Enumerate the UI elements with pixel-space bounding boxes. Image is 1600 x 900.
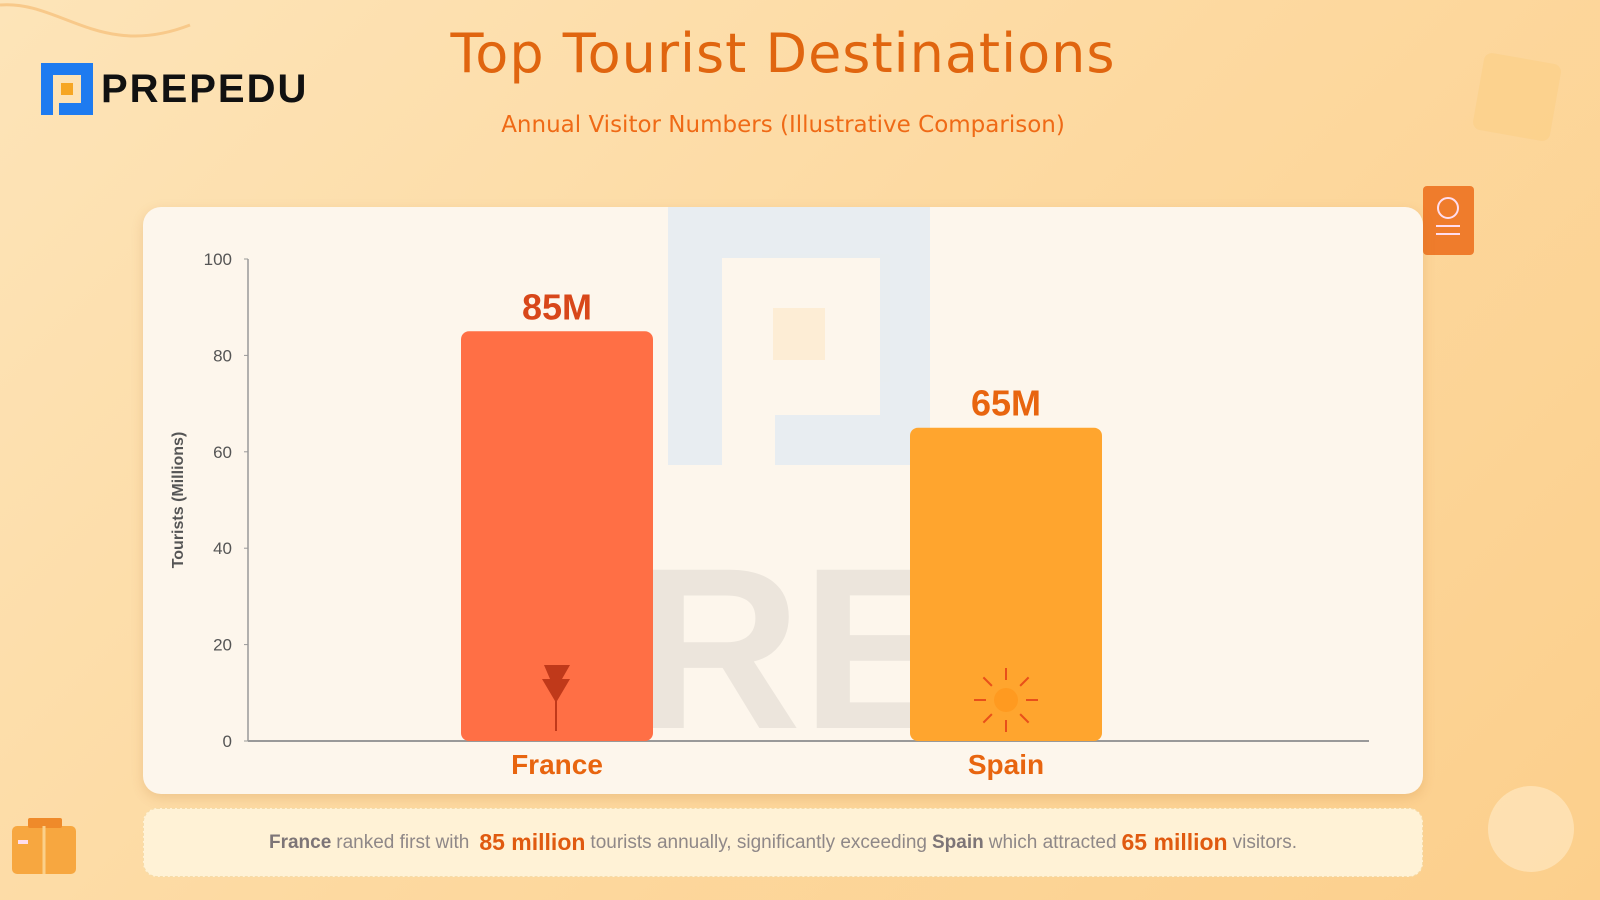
logo-icon [41,63,93,115]
page-title: Top Tourist Destinations [450,22,1116,85]
caption-text: which attracted [988,831,1117,853]
bar-france [461,331,653,741]
eiffel-tower-icon [542,665,570,731]
caption-text: visitors. [1232,831,1298,853]
caption-france: France [268,831,332,853]
bookmark-tag[interactable] [1423,186,1474,255]
x-tick-label: Spain [968,749,1044,780]
brand-name: PREPEDU [101,66,309,111]
y-tick-label: 80 [213,346,232,365]
y-tick-label: 60 [213,443,232,462]
passport-icon [1436,197,1460,235]
decorative-circle [1488,786,1574,872]
chart-caption: France ranked first with 85 million tourist… [143,808,1423,877]
caption-highlight-france: 85 million [479,829,586,855]
y-axis-label: Tourists (Millions) [170,432,187,569]
y-tick-label: 100 [204,250,232,269]
x-tick-label: France [511,749,603,780]
chart-card [143,207,1423,794]
data-label: 65M [971,383,1041,424]
caption-text: ranked first with [336,831,470,853]
decorative-curve [0,3,191,38]
caption-text: tourists annually, significantly exceedi… [590,831,927,853]
y-tick-label: 40 [213,539,232,558]
caption-highlight-spain: 65 million [1121,829,1228,855]
page-subtitle: Annual Visitor Numbers (Illustrative Com… [501,112,1065,138]
data-label: 85M [522,286,592,327]
brand-logo: PREPEDU [41,63,308,115]
suitcase-icon [12,818,76,874]
y-tick-label: 20 [213,636,232,655]
y-tick-label: 0 [223,732,232,751]
sun-icon [974,668,1038,732]
bar-spain [910,427,1102,741]
caption-spain: Spain [931,831,984,853]
